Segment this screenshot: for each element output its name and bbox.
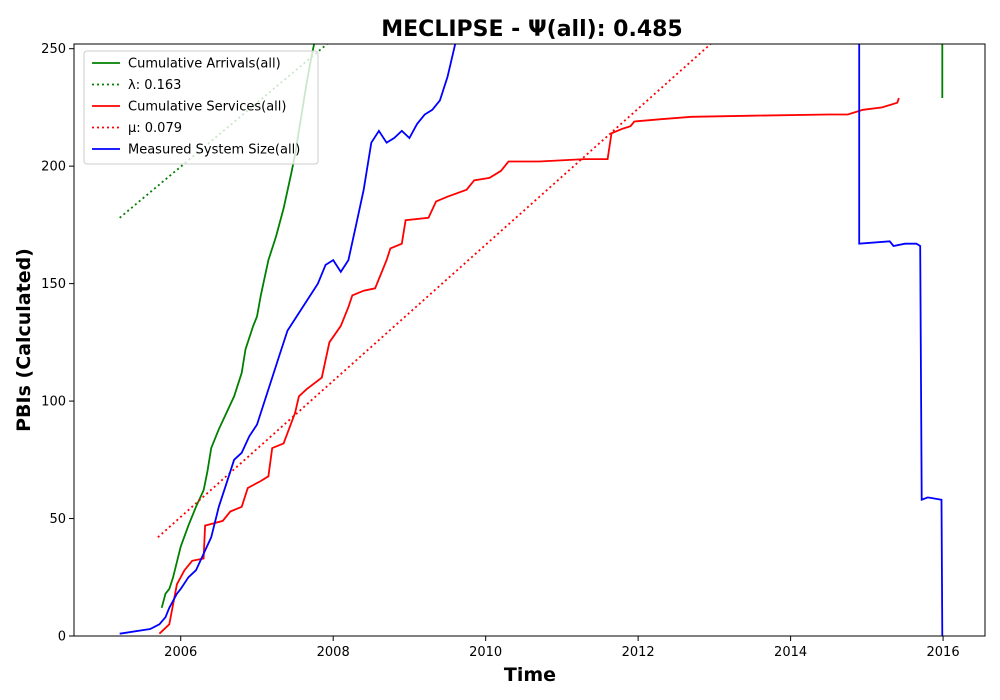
plot-frame	[73, 43, 986, 637]
x-tick-label: 2012	[622, 645, 655, 660]
y-axis-ticks: 0 50 100 150 200 250	[41, 42, 74, 645]
x-tick-label: 2006	[164, 645, 197, 660]
legend-label: Cumulative Arrivals(all)	[128, 57, 281, 72]
y-axis-label: PBIs (Calculated)	[13, 248, 35, 432]
x-tick-label: 2014	[774, 645, 807, 660]
y-tick-label: 0	[58, 630, 66, 645]
series-line-cumulative-services-all	[158, 97, 900, 635]
series-line-measured-system-size-all	[119, 44, 457, 635]
x-tick-label: 2010	[469, 645, 502, 660]
legend-box	[83, 50, 319, 165]
x-tick-label: 2016	[927, 645, 960, 660]
legend-label: μ: 0.079	[128, 121, 182, 136]
x-axis-label: Time	[504, 664, 556, 686]
y-tick-label: 100	[41, 395, 66, 410]
series-end-segment-measured-system-size-all	[858, 44, 944, 636]
legend-items: Cumulative Arrivals(all) λ: 0.163 Cumulati…	[92, 57, 300, 158]
legend-label: Measured System Size(all)	[128, 143, 300, 158]
series-line-0-079	[157, 44, 712, 538]
legend-label: Cumulative Services(all)	[128, 100, 286, 115]
chart-title: MECLIPSE - Ψ(all): 0.485	[381, 17, 683, 42]
y-tick-label: 200	[41, 160, 66, 175]
y-tick-label: 250	[41, 42, 66, 57]
y-tick-label: 50	[49, 512, 66, 527]
legend: Cumulative Arrivals(all) λ: 0.163 Cumulati…	[83, 50, 319, 165]
x-axis-ticks: 2006 2008 2010 2012 2014 2016	[164, 636, 960, 660]
x-tick-label: 2008	[317, 645, 350, 660]
legend-label: λ: 0.163	[128, 78, 181, 93]
y-tick-label: 150	[41, 277, 66, 292]
